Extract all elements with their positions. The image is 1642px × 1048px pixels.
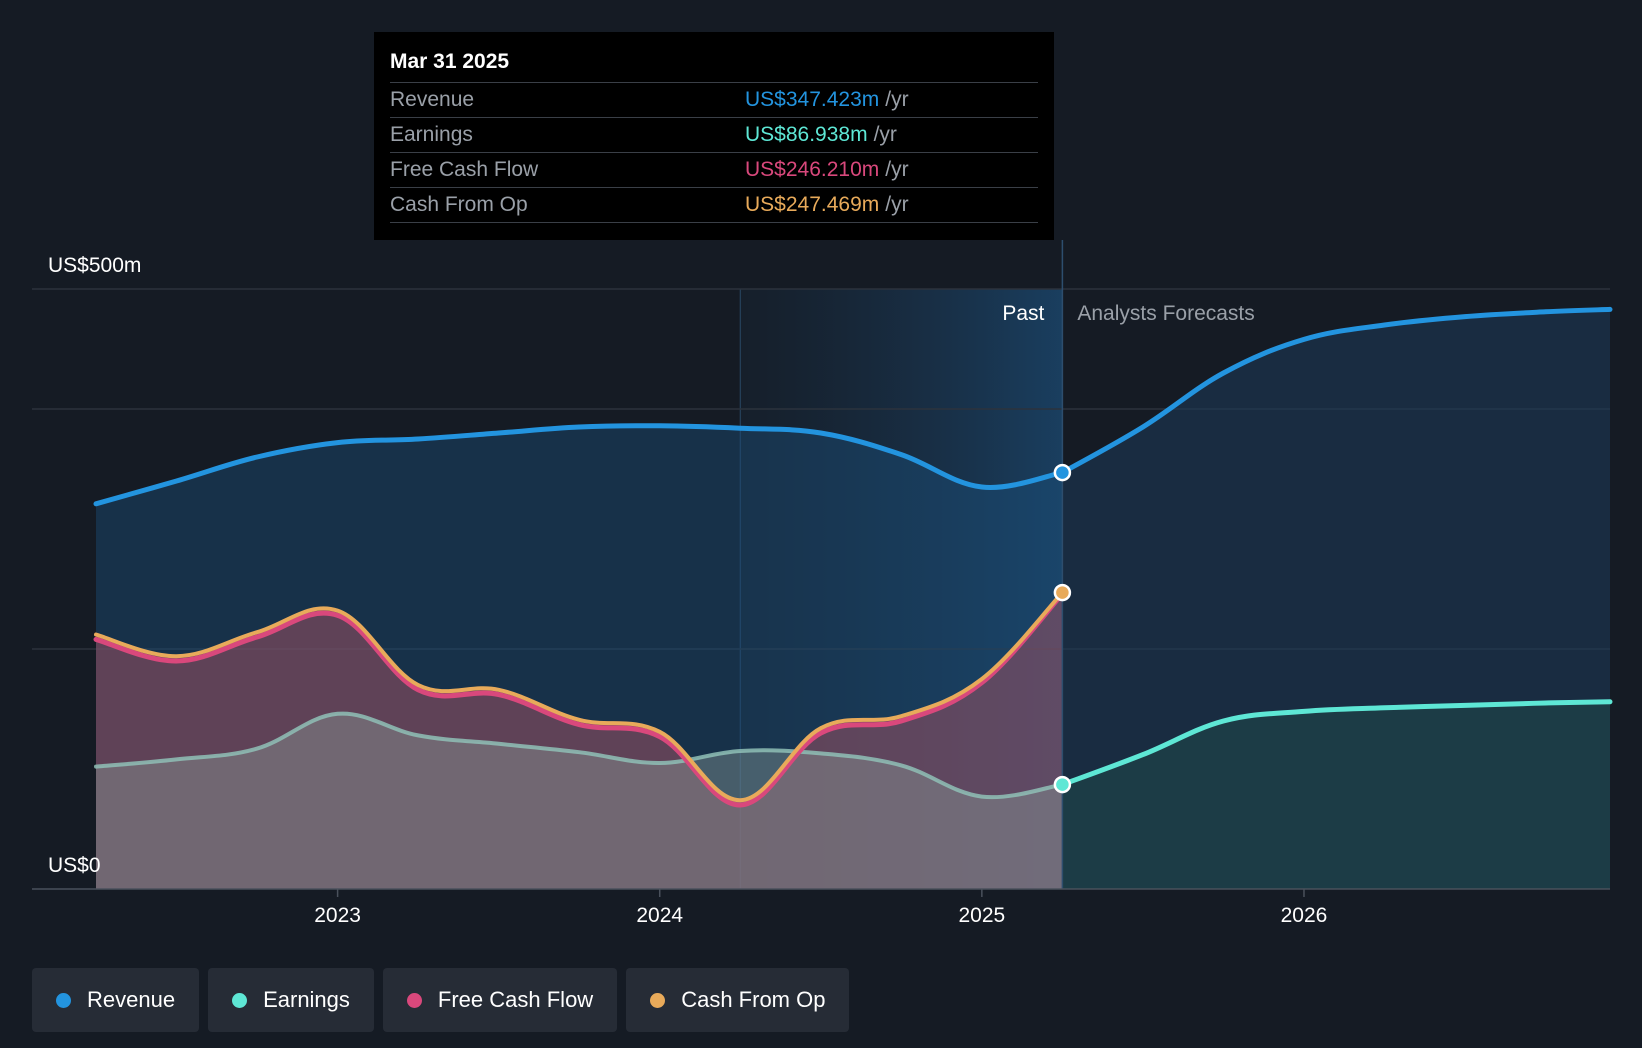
tooltip-value-wrap: US$246.210m/yr <box>745 153 909 187</box>
earnings-marker <box>1053 775 1072 794</box>
tooltip-value: US$86.938m <box>745 123 868 146</box>
revenue-marker <box>1053 463 1072 482</box>
tooltip-label: Earnings <box>390 123 473 146</box>
data-tooltip: Mar 31 2025 Revenue US$347.423m/yr Earni… <box>374 32 1054 240</box>
earnings-forecast-line <box>1059 699 1613 788</box>
forecast-label: Analysts Forecasts <box>1077 302 1254 325</box>
tooltip-unit: /yr <box>885 193 909 216</box>
legend-item-free-cash-flow[interactable]: Free Cash Flow <box>382 968 618 1032</box>
cash-from-op-line <box>94 590 1065 803</box>
x-tick-label: 2026 <box>1281 904 1328 927</box>
legend-label: Revenue <box>87 987 176 1012</box>
revenue-line <box>93 423 1065 507</box>
tooltip-unit: /yr <box>885 158 909 181</box>
free-cash-flow-line <box>93 591 1065 808</box>
tooltip-label: Revenue <box>390 88 475 111</box>
legend-label: Earnings <box>263 987 350 1012</box>
past-label: Past <box>1002 302 1044 325</box>
cash-from-op-area <box>96 592 1063 889</box>
tooltip-value-wrap: US$347.423m/yr <box>745 83 909 117</box>
free-cash-flow-dot-icon <box>406 992 422 1008</box>
legend-item-earnings[interactable]: Earnings <box>208 968 374 1032</box>
tooltip-label: Cash From Op <box>390 193 528 216</box>
tooltip-value-wrap: US$247.469m/yr <box>745 188 909 222</box>
earnings-area <box>96 713 1063 889</box>
free-cash-flow-area <box>96 593 1063 889</box>
tooltip-label: Free Cash Flow <box>390 158 539 181</box>
earnings-forecast-area <box>1062 701 1610 889</box>
tooltip-date: Mar 31 2025 <box>390 46 1038 83</box>
earnings-dot-icon <box>232 992 248 1008</box>
tooltip-value: US$347.423m <box>745 88 880 111</box>
revenue-area <box>96 425 1063 889</box>
tooltip-row-revenue: Revenue US$347.423m/yr <box>390 83 1038 118</box>
y-axis-label-top: US$500m <box>48 254 141 277</box>
tooltip-value-wrap: US$86.938m/yr <box>745 118 897 152</box>
x-tick-label: 2025 <box>958 904 1005 927</box>
legend-item-revenue[interactable]: Revenue <box>32 968 200 1032</box>
revenue-forecast-line <box>1059 306 1613 476</box>
x-tick-label: 2023 <box>314 904 361 927</box>
tooltip-row-free-cash-flow: Free Cash Flow US$246.210m/yr <box>390 153 1038 188</box>
tooltip-unit: /yr <box>885 88 909 111</box>
cash-from-op-dot-icon <box>650 992 666 1008</box>
earnings-line <box>94 711 1065 800</box>
tooltip-row-cash-from-op: Cash From Op US$247.469m/yr <box>390 188 1038 223</box>
y-axis-label-bottom: US$0 <box>48 854 101 877</box>
tooltip-row-earnings: Earnings US$86.938m/yr <box>390 118 1038 153</box>
legend-label: Free Cash Flow <box>437 987 594 1012</box>
revenue-dot-icon <box>56 992 71 1008</box>
legend-label: Cash From Op <box>681 987 826 1012</box>
x-tick-label: 2024 <box>636 904 683 927</box>
tooltip-unit: /yr <box>873 123 897 146</box>
legend-item-cash-from-op[interactable]: Cash From Op <box>626 968 850 1032</box>
tooltip-value: US$246.210m <box>745 158 880 181</box>
past-highlight-band <box>740 289 1063 889</box>
legend: Revenue Earnings Free Cash Flow Cash Fro… <box>32 968 850 1032</box>
tooltip-value: US$247.469m <box>745 193 880 216</box>
cash-from-op-marker <box>1053 583 1072 602</box>
